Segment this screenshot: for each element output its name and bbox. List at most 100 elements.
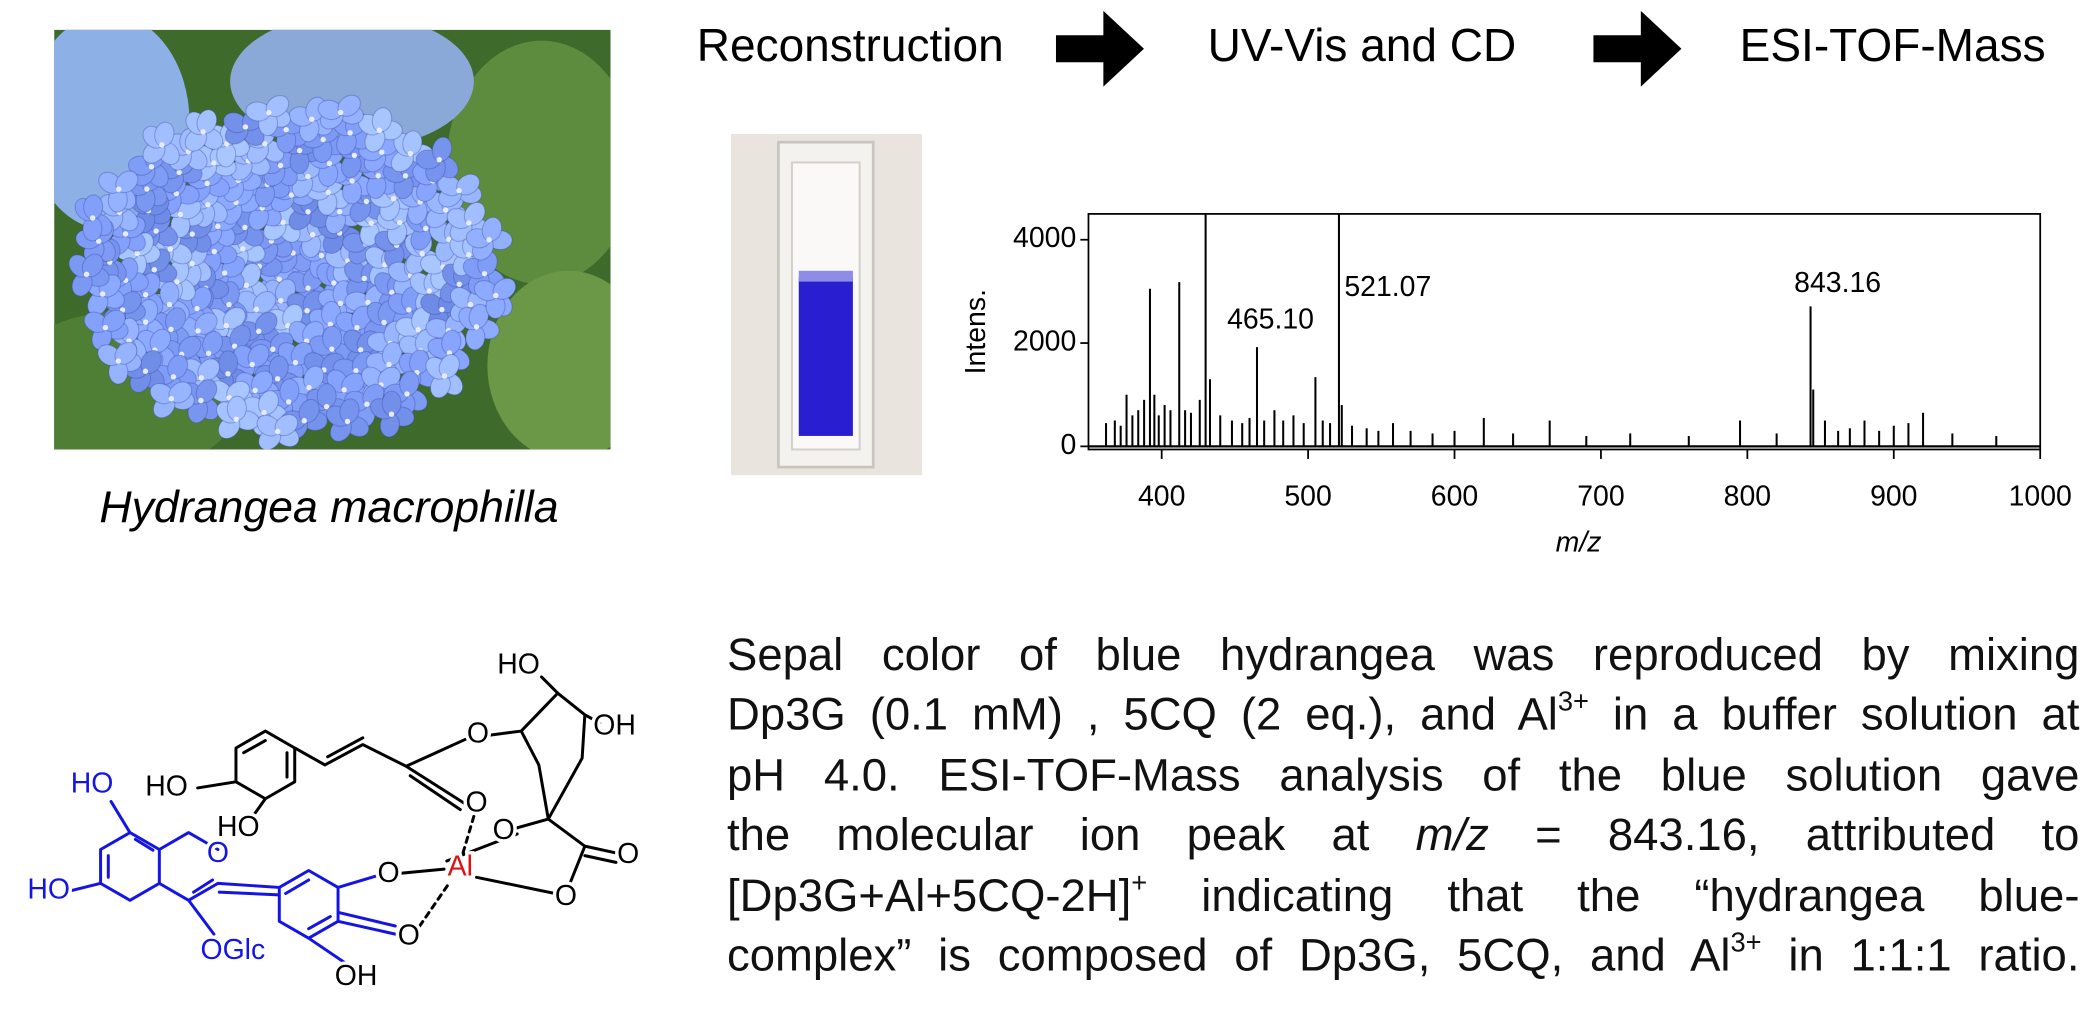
atom-label: O bbox=[377, 857, 399, 889]
floret-center bbox=[388, 411, 395, 417]
floret-center bbox=[142, 319, 149, 325]
text-run: the molecular ion peak at bbox=[726, 811, 1416, 862]
bond bbox=[68, 799, 397, 966]
floret-center bbox=[252, 387, 258, 394]
floret-center bbox=[211, 248, 217, 255]
text-run: indicating that the “hydrangea blue- bbox=[1147, 871, 2080, 922]
floret-center bbox=[406, 307, 412, 313]
floret-center bbox=[292, 359, 299, 366]
floret-center bbox=[256, 328, 262, 334]
paragraph-line: Sepal color of blue hydrangea was reprod… bbox=[727, 627, 2079, 687]
floret-center bbox=[204, 180, 210, 187]
floret-center bbox=[280, 219, 286, 226]
text-run: pH 4.0. ESI-TOF-Mass analysis of the blu… bbox=[726, 751, 2080, 802]
floret-center bbox=[358, 347, 364, 353]
floret-center bbox=[407, 150, 414, 157]
x-tick-label: 500 bbox=[1284, 481, 1331, 513]
floret-center bbox=[341, 387, 347, 393]
floret-center bbox=[168, 326, 174, 332]
floret-center bbox=[261, 409, 267, 416]
floret-center bbox=[200, 129, 206, 135]
floret-center bbox=[396, 219, 403, 226]
atom-label: HO bbox=[71, 768, 114, 800]
floret-center bbox=[194, 305, 200, 312]
leaf bbox=[487, 270, 611, 450]
floret-center bbox=[266, 109, 272, 116]
floret-center bbox=[493, 292, 499, 299]
atom-label: O bbox=[555, 880, 577, 912]
floret-center bbox=[159, 142, 165, 148]
floret-center bbox=[331, 280, 337, 286]
floret-center bbox=[243, 282, 250, 288]
floret-center bbox=[304, 307, 310, 314]
floret-center bbox=[176, 169, 182, 176]
floret-center bbox=[327, 321, 334, 328]
floret-center bbox=[226, 395, 232, 401]
x-tick-label: 400 bbox=[1138, 481, 1185, 513]
peak-label: 843.16 bbox=[1794, 267, 1881, 299]
floret-center bbox=[337, 300, 344, 306]
floret-center bbox=[456, 187, 462, 194]
y-axis-label: Intens. bbox=[960, 289, 992, 374]
dative-bond bbox=[418, 814, 476, 928]
atom-label: O bbox=[617, 838, 639, 870]
floret-center bbox=[283, 127, 289, 133]
atom-label: HO bbox=[217, 811, 260, 843]
floret-center bbox=[296, 147, 303, 154]
floret-center bbox=[361, 275, 367, 282]
paragraph-line: [Dp3G+Al+5CQ-2H]+ indicating that the “h… bbox=[727, 867, 2079, 927]
floret-center bbox=[344, 418, 351, 425]
floret-center bbox=[231, 343, 238, 349]
floret-center bbox=[95, 238, 102, 244]
floret-center bbox=[466, 220, 472, 226]
floret-center bbox=[456, 281, 462, 287]
flow-step: Reconstruction bbox=[697, 19, 1004, 71]
x-axis-label: m/z bbox=[1556, 527, 1602, 559]
floret-center bbox=[436, 156, 442, 163]
floret-center bbox=[386, 361, 392, 368]
atom-label: HO bbox=[27, 873, 70, 905]
floret-center bbox=[441, 373, 448, 379]
floret-center bbox=[174, 279, 180, 285]
floret-center bbox=[115, 358, 122, 364]
floret-center bbox=[306, 384, 312, 391]
floret-center bbox=[465, 252, 472, 258]
floret-center bbox=[467, 301, 474, 308]
floret-center bbox=[473, 324, 480, 330]
x-tick-label: 700 bbox=[1577, 481, 1624, 513]
y-tick-label: 0 bbox=[1060, 429, 1076, 461]
floret-center bbox=[262, 141, 268, 147]
floret-center bbox=[446, 236, 452, 243]
floret-center bbox=[189, 231, 195, 237]
floret-center bbox=[288, 192, 295, 198]
atom-label: OGlc bbox=[200, 934, 265, 966]
text-run: Sepal color of blue hydrangea was reprod… bbox=[726, 630, 2080, 681]
floret-center bbox=[189, 260, 195, 267]
floret-center bbox=[233, 416, 239, 422]
floret-center bbox=[419, 250, 425, 257]
text-run: complex” is composed of Dp3G, 5CQ, and A… bbox=[726, 931, 1731, 982]
floret-center bbox=[274, 376, 281, 382]
floret-center bbox=[173, 190, 180, 197]
floret-center bbox=[305, 209, 311, 215]
floret-center bbox=[144, 186, 150, 192]
text-run: = 843.16, attributed to bbox=[1488, 811, 2080, 862]
floret-center bbox=[486, 237, 492, 243]
floret-center bbox=[376, 127, 382, 133]
chemical-structure: HO HO HO HO O OGlc OH O O Al O O O O O H… bbox=[24, 645, 643, 995]
floret-center bbox=[365, 299, 371, 306]
plot-frame bbox=[1087, 213, 2042, 451]
floret-center bbox=[195, 328, 201, 334]
floret-center bbox=[389, 289, 395, 296]
floret-center bbox=[326, 160, 333, 167]
photo-caption: Hydrangea macrophilla bbox=[99, 483, 558, 532]
floret-center bbox=[309, 116, 315, 122]
floret-center bbox=[278, 297, 284, 304]
text-run: in 1:1:1 ratio. bbox=[1761, 931, 2080, 982]
floret-center bbox=[422, 225, 429, 232]
floret-center bbox=[364, 401, 370, 407]
y-tick-label: 4000 bbox=[1013, 222, 1076, 254]
paragraph-line: Dp3G (0.1 mM) , 5CQ (2 eq.), and Al3+ in… bbox=[727, 687, 2079, 747]
floret-center bbox=[122, 231, 129, 237]
